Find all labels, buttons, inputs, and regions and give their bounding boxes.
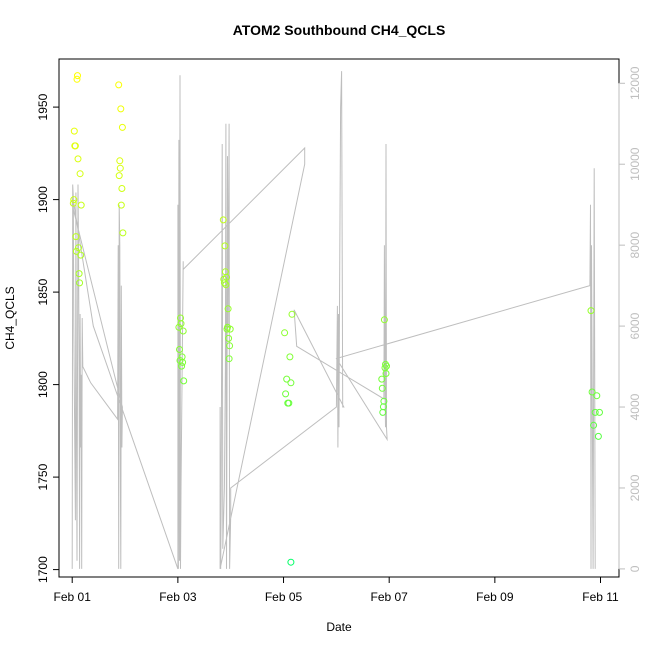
- data-point: [224, 305, 232, 313]
- data-point: [590, 421, 598, 429]
- data-point: [282, 390, 290, 398]
- data-point: [74, 72, 81, 80]
- data-point: [77, 201, 85, 209]
- data-point: [75, 270, 83, 278]
- x-tick-label: Feb 03: [159, 590, 197, 604]
- x-axis: Feb 01 Feb 03 Feb 05 Feb 07 Feb 09 Feb 11: [54, 576, 619, 604]
- data-point: [596, 408, 603, 416]
- data-point: [117, 105, 125, 113]
- data-point: [286, 353, 294, 361]
- data-point: [179, 327, 187, 335]
- data-point: [73, 75, 81, 83]
- data-point: [288, 310, 296, 318]
- data-point: [380, 397, 388, 405]
- data-point: [383, 362, 390, 370]
- data-point: [77, 251, 85, 259]
- data-point: [76, 170, 84, 178]
- data-point: [115, 81, 123, 89]
- data-point: [180, 377, 188, 385]
- data-point: [588, 388, 596, 396]
- data-point: [119, 229, 127, 237]
- data-point: [72, 233, 80, 241]
- y-tick-label: 1900: [36, 186, 50, 213]
- data-point: [116, 157, 124, 165]
- data-point: [74, 155, 82, 163]
- data-point: [118, 185, 126, 192]
- data-point: [226, 342, 234, 350]
- x-tick-label: Feb 07: [371, 590, 409, 604]
- data-point: [115, 172, 123, 180]
- data-point: [225, 334, 233, 342]
- data-point: [222, 281, 230, 289]
- y-tick-label: 1800: [36, 371, 50, 398]
- data-point: [179, 358, 187, 366]
- y2-tick-label: 0: [628, 565, 642, 572]
- y-axis: 1700 1750 1800 1850 1900 1950: [36, 93, 60, 583]
- data-point: [69, 199, 77, 207]
- x-tick-label: Feb 09: [476, 590, 514, 604]
- data-point: [225, 355, 233, 363]
- ch4-series: [69, 72, 603, 566]
- data-point: [70, 196, 78, 204]
- data-point: [281, 329, 289, 337]
- data-point: [587, 307, 595, 315]
- data-point: [285, 399, 293, 407]
- data-point: [378, 384, 386, 392]
- chart-title: ATOM2 Southbound CH4_QCLS: [233, 22, 446, 38]
- data-point: [591, 408, 599, 416]
- data-point: [221, 242, 229, 250]
- y2-tick-label: 12000: [628, 66, 642, 100]
- data-point: [70, 127, 78, 135]
- data-point: [380, 316, 388, 324]
- data-point: [283, 375, 291, 383]
- data-point: [118, 123, 126, 131]
- y2-tick-label: 6000: [628, 312, 642, 339]
- y2-tick-label: 4000: [628, 393, 642, 420]
- data-point: [178, 362, 186, 370]
- x-tick-label: Feb 11: [582, 590, 619, 604]
- y2-tick-label: 10000: [628, 147, 642, 181]
- x-tick-label: Feb 05: [265, 590, 303, 604]
- data-point: [75, 244, 82, 252]
- data-point: [177, 320, 185, 328]
- data-point: [176, 346, 183, 353]
- y2-axis: 0 2000 4000 6000 8000 10000 12000: [618, 66, 642, 572]
- y2-tick-label: 2000: [628, 474, 642, 501]
- data-point: [72, 247, 80, 255]
- y-axis-label: CH4_QCLS: [3, 286, 17, 349]
- x-axis-label: Date: [326, 620, 352, 634]
- x-tick-label: Feb 01: [54, 590, 92, 604]
- data-point: [382, 370, 390, 377]
- y-tick-label: 1950: [36, 93, 50, 120]
- data-point: [594, 432, 602, 440]
- y-tick-label: 1750: [36, 463, 50, 490]
- data-point: [287, 558, 295, 566]
- data-point: [175, 323, 183, 331]
- data-point: [593, 392, 601, 400]
- data-point: [116, 164, 124, 172]
- data-point: [287, 379, 295, 387]
- data-point: [71, 142, 79, 150]
- data-point: [226, 325, 234, 333]
- data-point: [223, 273, 230, 281]
- y-tick-label: 1850: [36, 278, 50, 305]
- data-point: [219, 216, 227, 224]
- data-point: [117, 201, 125, 209]
- data-point: [76, 279, 84, 287]
- altitude-line: [71, 71, 596, 570]
- data-point: [378, 375, 386, 383]
- y2-tick-label: 8000: [628, 231, 642, 258]
- altitude-series: [71, 71, 596, 570]
- y-tick-label: 1700: [36, 556, 50, 583]
